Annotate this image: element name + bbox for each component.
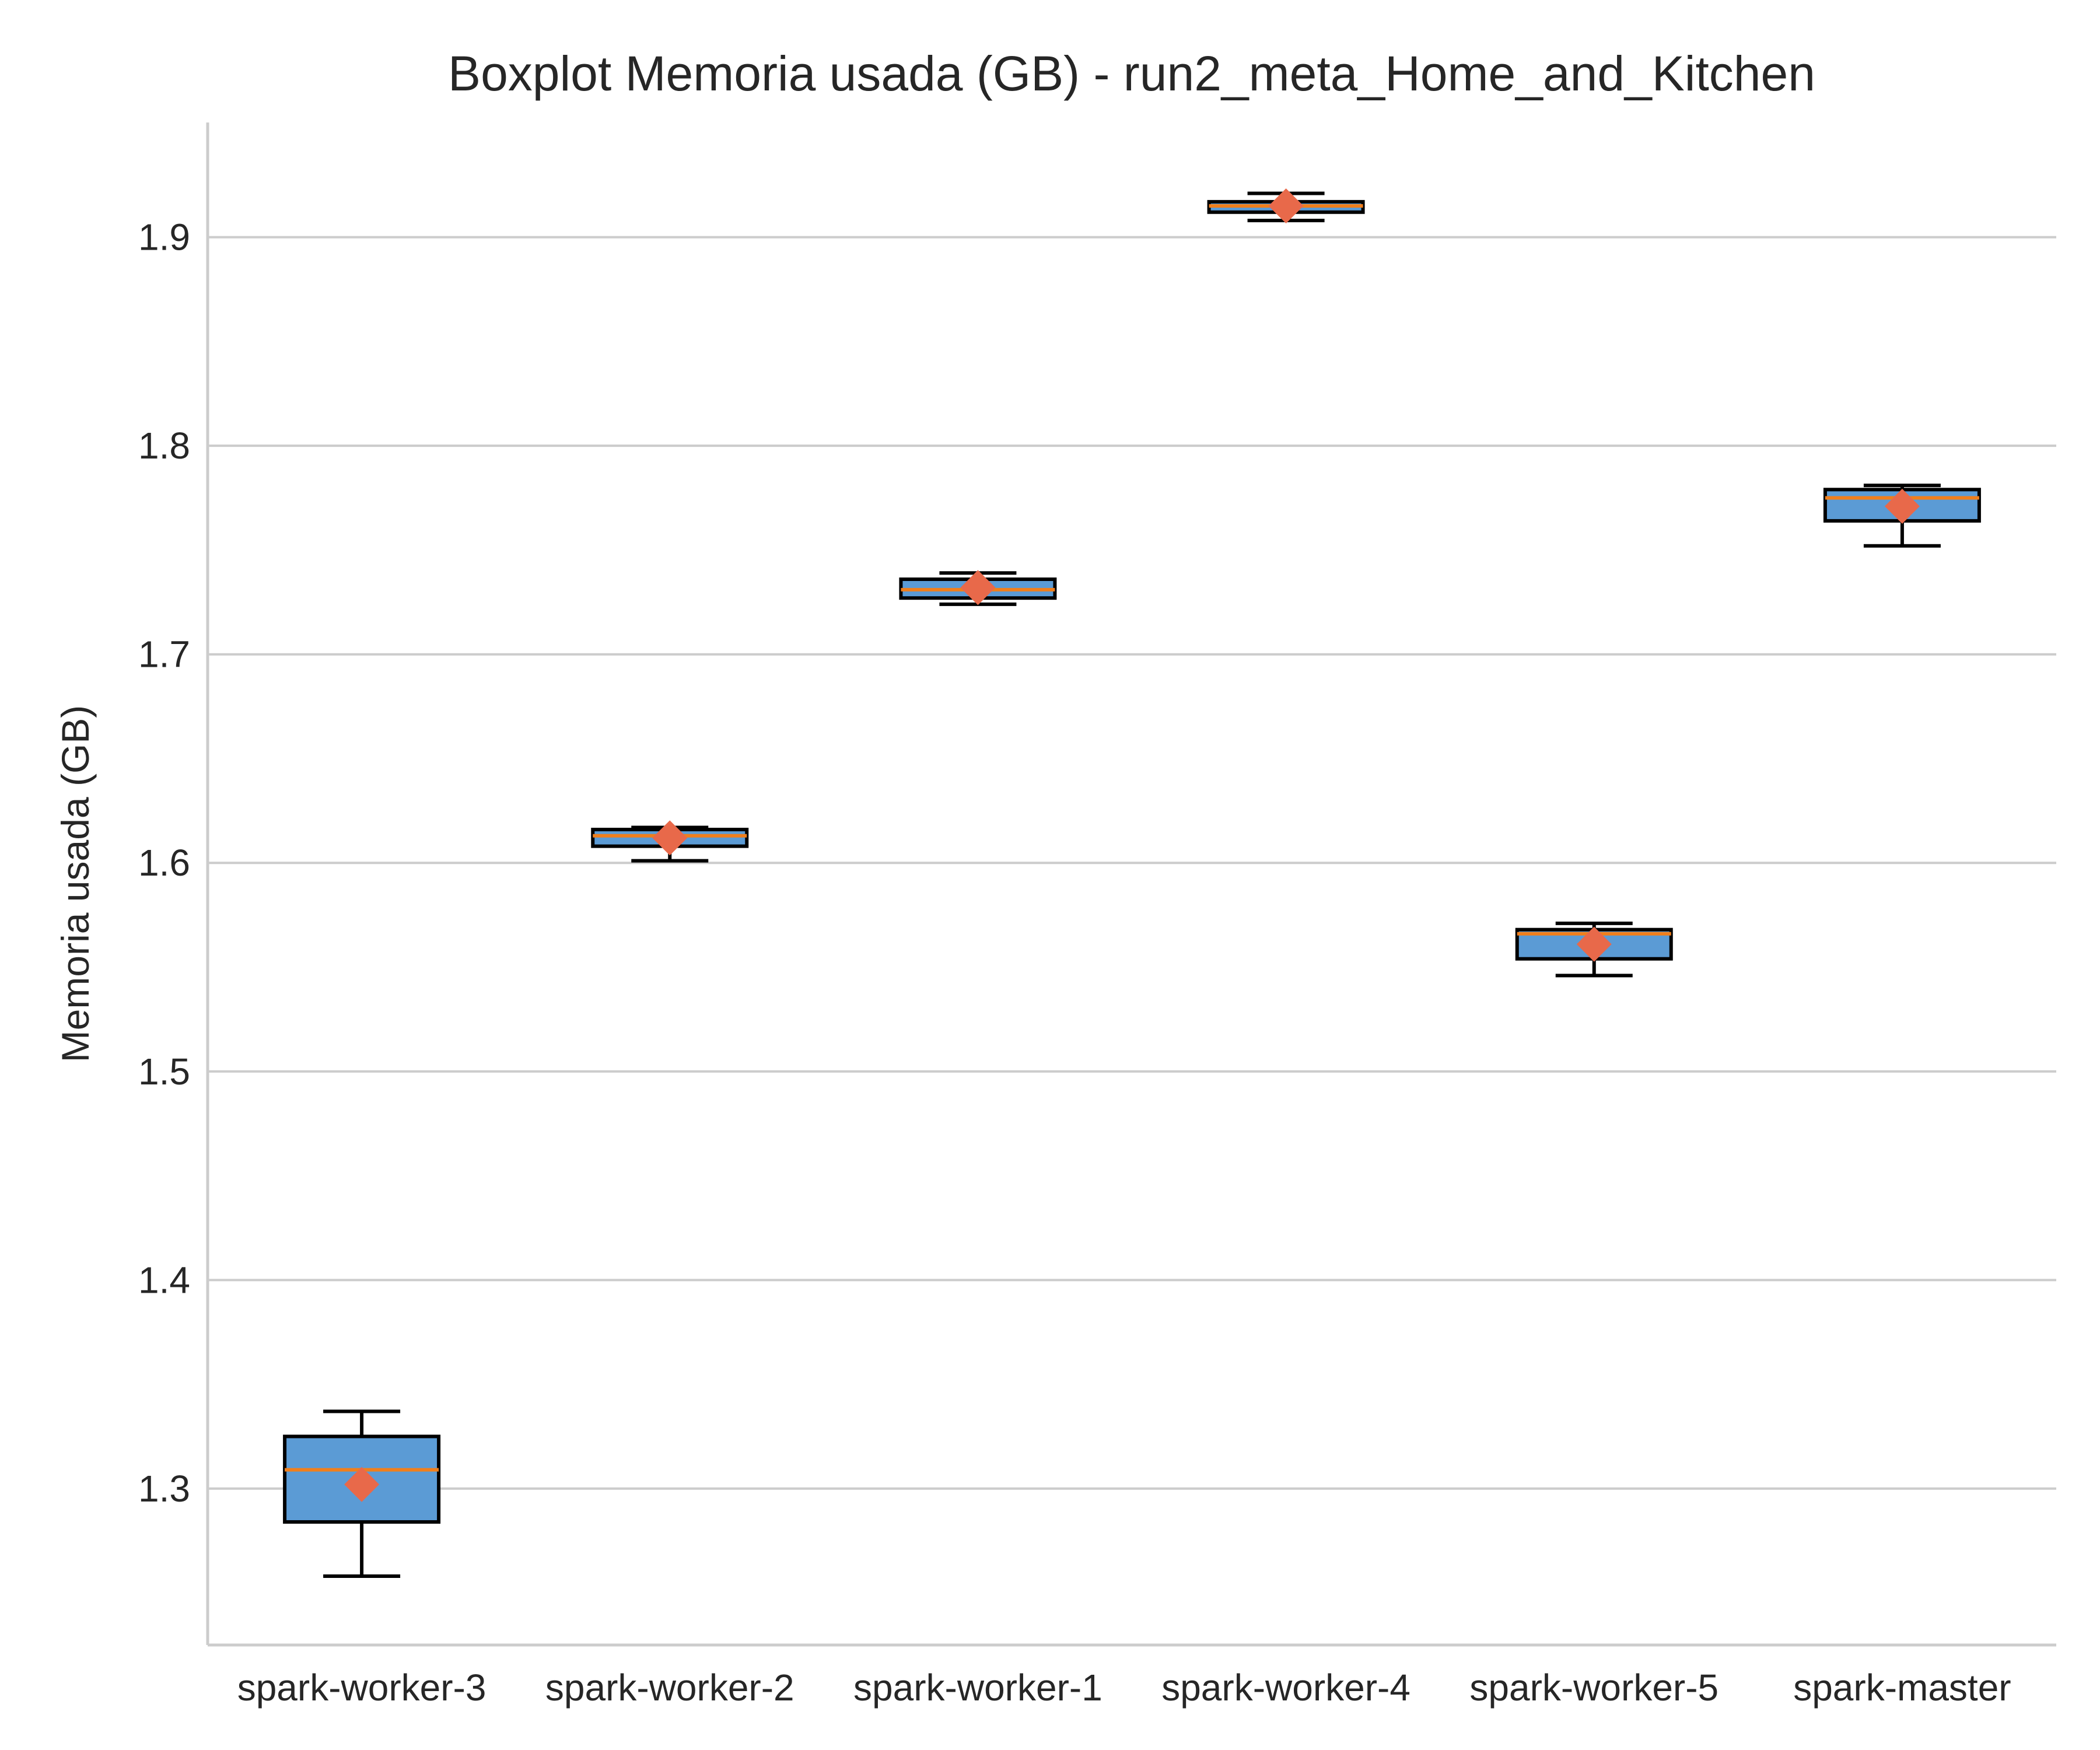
mean-marker xyxy=(960,570,996,606)
x-tick-label: spark-worker-2 xyxy=(545,1667,794,1709)
y-tick-label: 1.4 xyxy=(138,1259,190,1301)
mean-marker xyxy=(652,820,688,856)
y-tick-label: 1.6 xyxy=(138,842,190,884)
x-tick-labels: spark-worker-3 spark-worker-2 spark-worker… xyxy=(237,1667,2011,1709)
y-tick-label: 1.5 xyxy=(138,1051,190,1093)
box-group xyxy=(1823,484,1981,548)
mean-marker xyxy=(1268,188,1304,224)
grid-lines xyxy=(208,236,2056,1490)
x-tick-label: spark-worker-3 xyxy=(237,1667,487,1709)
x-tick-label: spark-master xyxy=(1793,1667,2011,1709)
mean-marker xyxy=(1576,926,1612,962)
x-tick-label: spark-worker-5 xyxy=(1469,1667,1718,1709)
mean-marker xyxy=(1884,488,1920,524)
y-tick-label: 1.8 xyxy=(138,425,190,467)
y-tick-label: 1.3 xyxy=(138,1468,190,1510)
mean-marker xyxy=(344,1466,380,1502)
box-group xyxy=(283,1409,441,1578)
x-tick-label: spark-worker-4 xyxy=(1161,1667,1410,1709)
chart-title: Boxplot Memoria usada (GB) - run2_meta_H… xyxy=(448,46,1815,101)
y-tick-label: 1.9 xyxy=(138,216,190,258)
x-tick-label: spark-worker-1 xyxy=(853,1667,1102,1709)
box-group xyxy=(899,570,1057,606)
box-group xyxy=(1515,921,1673,978)
y-tick-labels: 1.3 1.4 1.5 1.6 1.7 1.8 1.9 xyxy=(138,216,190,1510)
box-group xyxy=(1207,188,1365,224)
y-tick-label: 1.7 xyxy=(138,634,190,676)
box-series xyxy=(283,188,1981,1578)
box-group xyxy=(591,820,749,863)
y-axis-label: Memoria usada (GB) xyxy=(54,705,97,1063)
